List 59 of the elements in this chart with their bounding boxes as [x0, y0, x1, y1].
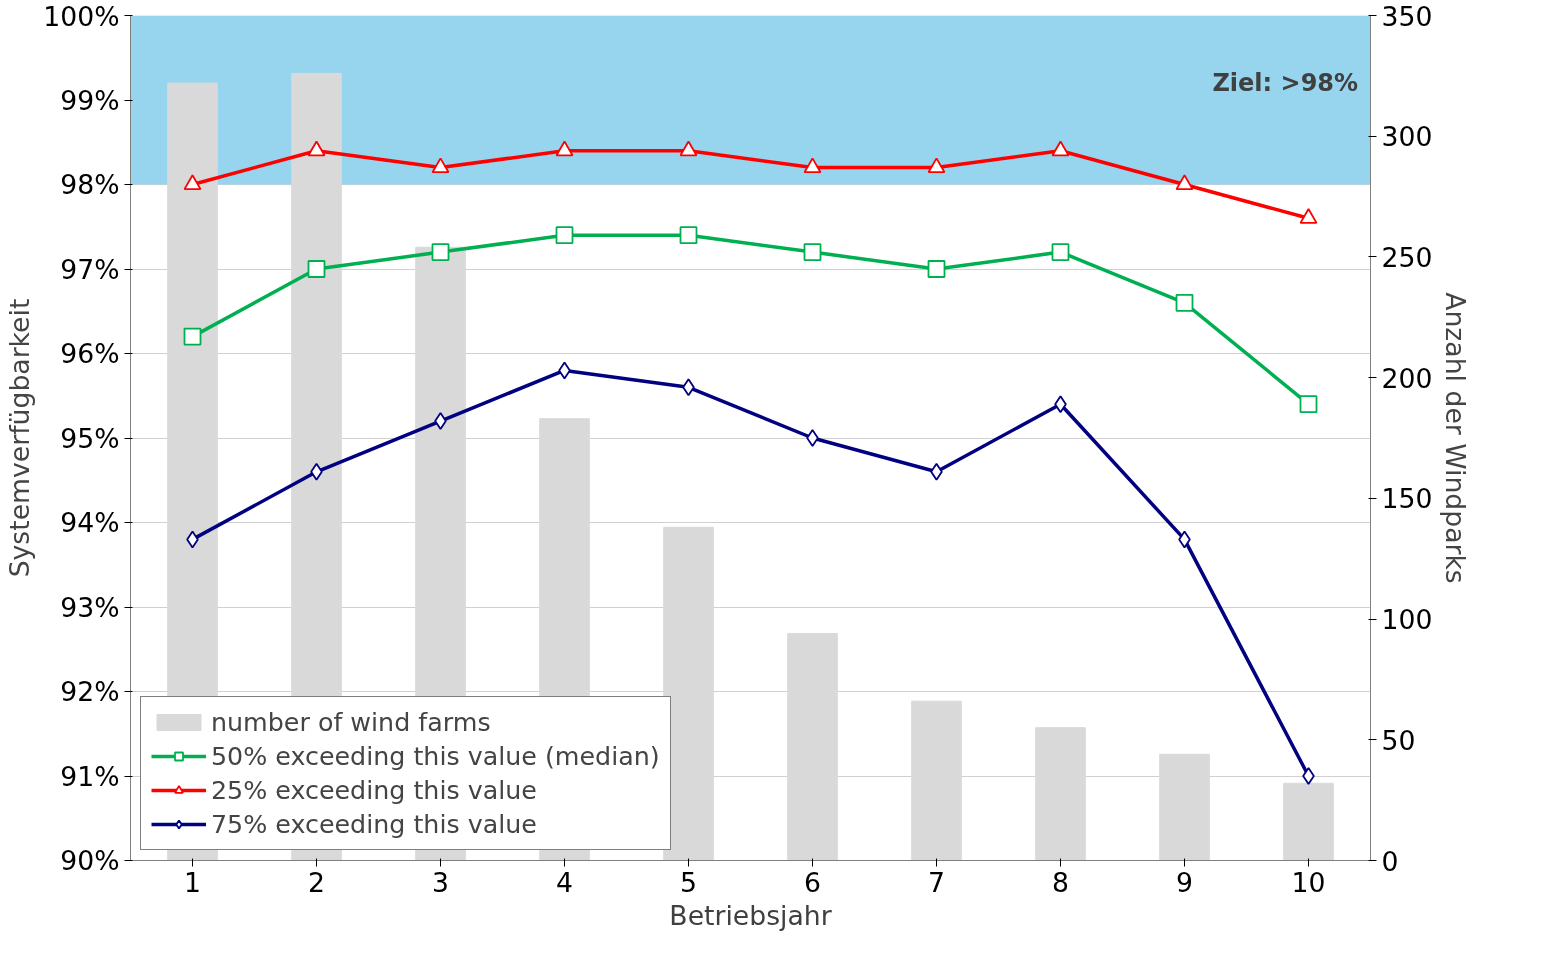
y-tick-label: 91% — [60, 760, 120, 792]
y-tick-label: 99% — [60, 84, 120, 116]
point — [927, 260, 946, 278]
point — [1175, 174, 1194, 191]
point — [1299, 208, 1318, 224]
point — [679, 226, 698, 245]
point — [431, 243, 450, 261]
y2-tick-label: 250 — [1381, 241, 1433, 273]
y2-tick-label: 150 — [1381, 483, 1433, 515]
x-tick-label: 2 — [308, 866, 325, 898]
y2-tick-label: 300 — [1381, 121, 1433, 153]
y-tick-label: 96% — [60, 338, 120, 369]
y2-tick-label: 350 — [1381, 0, 1433, 32]
y2-axis-title: Anzahl der Windparks — [1440, 292, 1472, 584]
point — [806, 429, 819, 447]
point — [555, 140, 574, 157]
point — [434, 412, 447, 430]
point — [803, 243, 822, 261]
x-tick-label: 1 — [184, 866, 201, 898]
y-tick-label: 98% — [60, 169, 120, 200]
x-tick-label: 9 — [1176, 866, 1193, 898]
band-label: Ziel: >98% — [1212, 69, 1359, 98]
point — [1175, 293, 1194, 312]
y2-tick-label: 0 — [1381, 845, 1399, 877]
point — [307, 260, 326, 278]
point — [679, 140, 698, 157]
x-tick-label: 6 — [804, 866, 821, 898]
point — [1051, 243, 1070, 261]
point — [927, 157, 946, 174]
legend-label: 50% exceeding this value (median) — [211, 741, 660, 771]
point — [1051, 140, 1070, 157]
y2-tick-label: 50 — [1381, 724, 1416, 756]
x-axis-title: Betriebsjahr — [669, 899, 832, 931]
x-tick-label: 3 — [432, 866, 449, 898]
y-tick-label: 100% — [43, 0, 120, 32]
point — [307, 140, 326, 157]
point — [431, 157, 450, 174]
x-tick-label: 4 — [556, 866, 573, 898]
x-tick-label: 7 — [928, 866, 945, 898]
point — [183, 174, 202, 191]
legend-label: 25% exceeding this value — [211, 775, 537, 805]
y-tick-label: 93% — [60, 591, 120, 623]
legend-label: 75% exceeding this value — [211, 809, 537, 839]
bar — [1283, 782, 1334, 861]
point — [555, 226, 574, 245]
x-tick-label: 5 — [680, 866, 697, 898]
y-axis-title: Systemverfügbarkeit — [4, 298, 36, 578]
y-tick-label: 90% — [60, 845, 120, 876]
y-tick-label: 94% — [60, 507, 120, 538]
point — [803, 157, 822, 174]
y2-tick-label: 200 — [1381, 362, 1433, 394]
y-tick-label: 92% — [60, 676, 120, 707]
y-tick-label: 97% — [60, 253, 120, 285]
point — [183, 327, 202, 346]
y-tick-label: 95% — [60, 422, 120, 454]
legend-label: number of wind farms — [211, 707, 491, 737]
y2-tick-label: 100 — [1381, 604, 1433, 636]
x-tick-label: 10 — [1291, 866, 1326, 898]
x-tick-label: 8 — [1052, 866, 1069, 898]
